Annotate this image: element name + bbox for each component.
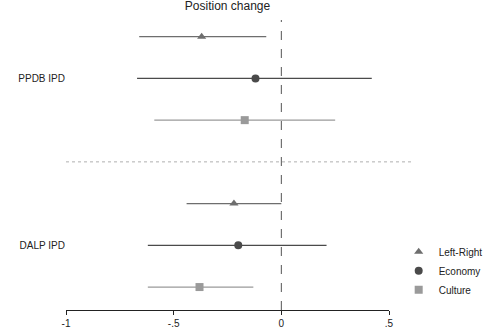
svg-text:PPDB IPD: PPDB IPD xyxy=(18,73,65,84)
svg-text:0: 0 xyxy=(279,318,285,329)
svg-text:-1: -1 xyxy=(62,318,71,329)
svg-text:Position change: Position change xyxy=(185,0,271,13)
svg-text:Economy: Economy xyxy=(439,266,481,277)
svg-text:DALP IPD: DALP IPD xyxy=(20,240,65,251)
svg-text:Left-Right: Left-Right xyxy=(439,247,483,258)
svg-text:-.5: -.5 xyxy=(168,318,180,329)
svg-text:Culture: Culture xyxy=(439,285,472,296)
svg-text:.5: .5 xyxy=(385,318,394,329)
